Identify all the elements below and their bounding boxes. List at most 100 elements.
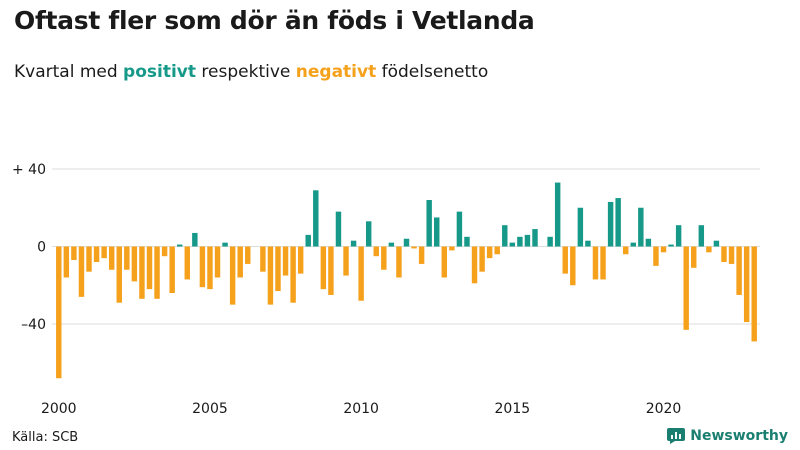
bar: 2002 Q1: -29 [116, 246, 122, 303]
bar: 2008 Q1: -14 [297, 246, 304, 274]
bar: 2016 Q4: -14 [562, 246, 568, 274]
bar: 2001 Q1: -13 [86, 246, 92, 272]
bar: 2013 Q3: 5 [464, 236, 470, 247]
bar: 2012 Q3: 15 [434, 217, 440, 247]
bar: 2016 Q3: 33 [554, 182, 561, 247]
bar: 2018 Q1: -17 [600, 246, 606, 280]
bar: 2009 Q3: -15 [343, 246, 349, 276]
y-tick-label: + 40 [12, 162, 46, 178]
bar: 2001 Q3: -6 [101, 246, 107, 259]
bar: 2011 Q2: -16 [396, 246, 402, 278]
bar: 2008 Q4: -22 [320, 246, 327, 290]
bar: 2013 Q4: -19 [471, 246, 478, 284]
bar: 2019 Q3: 4 [645, 238, 652, 247]
bar: 2023 Q1: -49 [751, 246, 757, 342]
chart-title: Oftast fler som dör än föds i Vetlanda [14, 6, 535, 35]
bar: 2000 Q2: -16 [63, 246, 70, 278]
bars: 2000 Q1: -682000 Q2: -162000 Q3: -72000 … [56, 182, 757, 379]
bar: 2010 Q3: -5 [373, 246, 379, 257]
bar: 2015 Q1: 2 [509, 242, 516, 247]
bar: 2007 Q1: -30 [267, 246, 274, 305]
y-tick-label: 0 [37, 240, 46, 256]
bar: 2007 Q4: -29 [290, 246, 296, 303]
x-tick-label: 2020 [646, 401, 682, 417]
bar: 2001 Q2: -8 [93, 246, 100, 262]
bar: 2005 Q3: 2 [222, 242, 228, 247]
bar: 2021 Q2: 11 [698, 225, 705, 247]
bar: 2007 Q2: -23 [275, 246, 281, 292]
y-tick-label: –40 [21, 317, 46, 333]
bar: 2017 Q3: 3 [585, 240, 591, 247]
subtitle-negative-word: negativt [295, 62, 377, 82]
bar: 2014 Q4: 11 [502, 225, 508, 247]
bar: 2017 Q2: 20 [577, 207, 584, 247]
brand-name: Newsworthy [690, 428, 788, 444]
bar: 2022 Q4: -39 [743, 246, 750, 323]
bar: 2020 Q3: 11 [675, 225, 682, 247]
bar: 2010 Q1: -28 [358, 246, 364, 301]
bar: 2016 Q2: 5 [547, 236, 553, 247]
bar: 2004 Q1: 1 [177, 244, 183, 247]
bar: 2022 Q1: -8 [721, 246, 727, 262]
x-axis-labels: 2000 2005 2010 2015 2020 [41, 401, 681, 417]
bar: 2018 Q4: -4 [622, 246, 629, 255]
bar: 2007 Q3: -15 [282, 246, 289, 276]
bar: 2011 Q4: -1 [411, 246, 417, 249]
bar: 2000 Q3: -7 [71, 246, 77, 261]
bar: 2020 Q4: -43 [683, 246, 689, 330]
bar: 2002 Q3: -18 [131, 246, 138, 282]
bar: 2006 Q4: -13 [260, 246, 266, 272]
bar: 2003 Q1: -22 [146, 246, 153, 290]
bar: 2008 Q3: 29 [313, 190, 319, 247]
bar: 2021 Q3: -3 [706, 246, 712, 253]
bar: 2020 Q1: -3 [660, 246, 667, 253]
bar: 2005 Q1: -22 [207, 246, 213, 290]
bar: 2004 Q3: 7 [192, 232, 198, 247]
bar: 2009 Q4: 3 [350, 240, 357, 247]
bar: 2013 Q1: -2 [449, 246, 455, 251]
bar: 2012 Q2: 24 [426, 200, 432, 247]
bar: 2019 Q1: 2 [630, 242, 636, 247]
x-tick-label: 2000 [41, 401, 77, 417]
subtitle-middle: respektive [196, 62, 296, 82]
x-tick-label: 2015 [495, 401, 531, 417]
bar: 2012 Q1: -9 [418, 246, 425, 264]
bar: 2003 Q3: -5 [161, 246, 168, 257]
bar: 2010 Q4: -12 [381, 246, 387, 270]
chart-subtitle: Kvartal med positivt respektive negativt… [14, 62, 488, 82]
bar: 2018 Q3: 25 [615, 198, 621, 247]
bar: 2006 Q2: -9 [245, 246, 251, 264]
bar: 2020 Q2: 1 [668, 244, 674, 247]
bar: 2009 Q2: 18 [335, 211, 342, 247]
subtitle-positive-word: positivt [123, 62, 197, 82]
bar: 2014 Q1: -13 [479, 246, 485, 272]
bar: 2005 Q2: -16 [214, 246, 221, 278]
bar: 2014 Q2: -6 [486, 246, 493, 259]
bar: 2022 Q3: -25 [736, 246, 742, 295]
bar: 2019 Q2: 20 [638, 207, 644, 247]
bar: 2006 Q1: -16 [237, 246, 243, 278]
bar: 2011 Q3: 4 [403, 238, 410, 247]
subtitle-prefix: Kvartal med [14, 62, 124, 82]
bar: 2000 Q4: -26 [78, 246, 85, 297]
x-tick-label: 2010 [343, 401, 379, 417]
bar: 2015 Q3: 6 [524, 234, 531, 247]
bar: 2017 Q1: -20 [570, 246, 576, 286]
bar: 2002 Q4: -27 [139, 246, 145, 299]
bar: 2004 Q2: -17 [184, 246, 190, 280]
bar: 2013 Q2: 18 [456, 211, 463, 247]
bar: 2014 Q3: -4 [494, 246, 500, 255]
bar: 2017 Q4: -17 [592, 246, 599, 280]
x-tick-label: 2005 [192, 401, 228, 417]
bar-chart-logo-icon [667, 428, 686, 444]
source-note: Källa: SCB [12, 430, 79, 445]
bar: 2005 Q4: -30 [229, 246, 236, 305]
bar: 2003 Q2: -27 [154, 246, 160, 299]
bar: 2021 Q1: -11 [691, 246, 697, 268]
bar: 2004 Q4: -21 [199, 246, 206, 288]
bar: 2000 Q1: -68 [56, 246, 62, 379]
bar: 2019 Q4: -10 [653, 246, 659, 266]
brand-logo: Newsworthy [667, 428, 788, 444]
bar: 2021 Q4: 3 [713, 240, 720, 247]
bar: 2010 Q2: 13 [365, 221, 372, 247]
